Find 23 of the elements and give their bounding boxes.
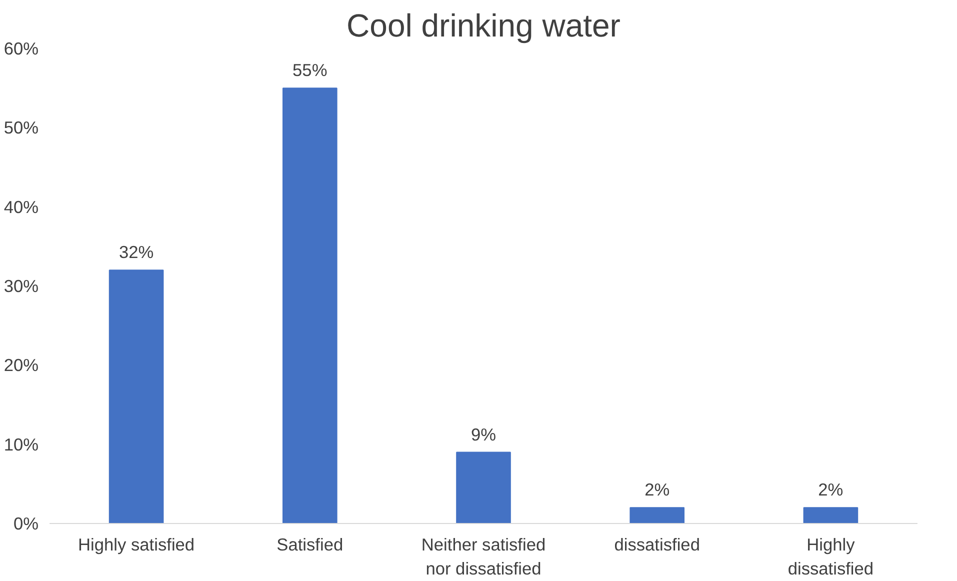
x-tick-label: Highly satisfied [78, 534, 195, 554]
x-tick-label: Satisfied [276, 534, 344, 554]
bar [282, 88, 338, 524]
x-tick-label: Highly dissatisfied [788, 534, 874, 578]
bar [456, 452, 511, 524]
x-tick-label: dissatisfied [614, 534, 700, 554]
bar [803, 507, 858, 524]
y-tick-label: 30% [4, 276, 39, 296]
y-tick-label: 0% [13, 514, 38, 534]
chart-title: Cool drinking water [346, 8, 621, 44]
y-tick-label: 60% [4, 38, 39, 58]
data-label: 32% [118, 242, 154, 262]
data-label: 2% [644, 480, 670, 500]
x-tick-label: Neither satisfied nor dissatisfied [421, 534, 546, 578]
y-tick-label: 50% [4, 118, 39, 138]
data-label: 55% [292, 60, 328, 80]
bar [630, 507, 685, 524]
data-label: 2% [818, 480, 844, 500]
data-label: 9% [470, 424, 496, 444]
y-tick-label: 10% [4, 434, 39, 454]
y-tick-label: 40% [4, 196, 39, 217]
bar [108, 270, 164, 524]
y-tick-label: 20% [4, 355, 39, 376]
